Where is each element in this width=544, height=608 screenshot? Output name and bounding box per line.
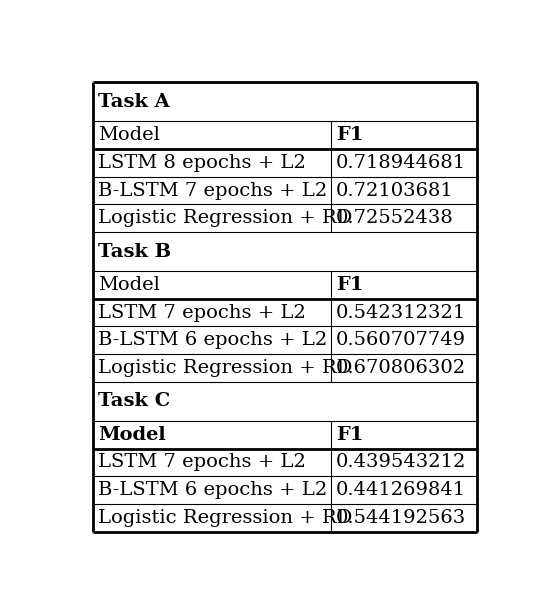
Text: Task B: Task B <box>98 243 171 261</box>
Text: 0.72103681: 0.72103681 <box>336 182 454 199</box>
Text: Model: Model <box>98 276 160 294</box>
Text: Model: Model <box>98 126 160 144</box>
Text: B-LSTM 7 epochs + L2: B-LSTM 7 epochs + L2 <box>98 182 327 199</box>
Text: B-LSTM 6 epochs + L2: B-LSTM 6 epochs + L2 <box>98 331 327 350</box>
Text: 0.441269841: 0.441269841 <box>336 481 466 499</box>
Text: 0.670806302: 0.670806302 <box>336 359 466 377</box>
Text: 0.544192563: 0.544192563 <box>336 509 466 527</box>
Text: 0.72552438: 0.72552438 <box>336 209 454 227</box>
Text: Logistic Regression + RD: Logistic Regression + RD <box>98 209 353 227</box>
Text: 0.560707749: 0.560707749 <box>336 331 466 350</box>
Text: F1: F1 <box>336 276 364 294</box>
Text: 0.718944681: 0.718944681 <box>336 154 466 172</box>
Text: LSTM 8 epochs + L2: LSTM 8 epochs + L2 <box>98 154 306 172</box>
Text: F1: F1 <box>336 126 364 144</box>
Text: Model: Model <box>98 426 166 444</box>
Text: LSTM 7 epochs + L2: LSTM 7 epochs + L2 <box>98 303 306 322</box>
Text: F1: F1 <box>336 426 364 444</box>
Text: 0.542312321: 0.542312321 <box>336 303 466 322</box>
Text: LSTM 7 epochs + L2: LSTM 7 epochs + L2 <box>98 454 306 471</box>
Text: Logistic Regression + RD: Logistic Regression + RD <box>98 509 353 527</box>
Text: 0.439543212: 0.439543212 <box>336 454 467 471</box>
Text: Logistic Regression + RD: Logistic Regression + RD <box>98 359 353 377</box>
Text: Task C: Task C <box>98 392 171 410</box>
Text: B-LSTM 6 epochs + L2: B-LSTM 6 epochs + L2 <box>98 481 327 499</box>
Text: Task A: Task A <box>98 93 170 111</box>
